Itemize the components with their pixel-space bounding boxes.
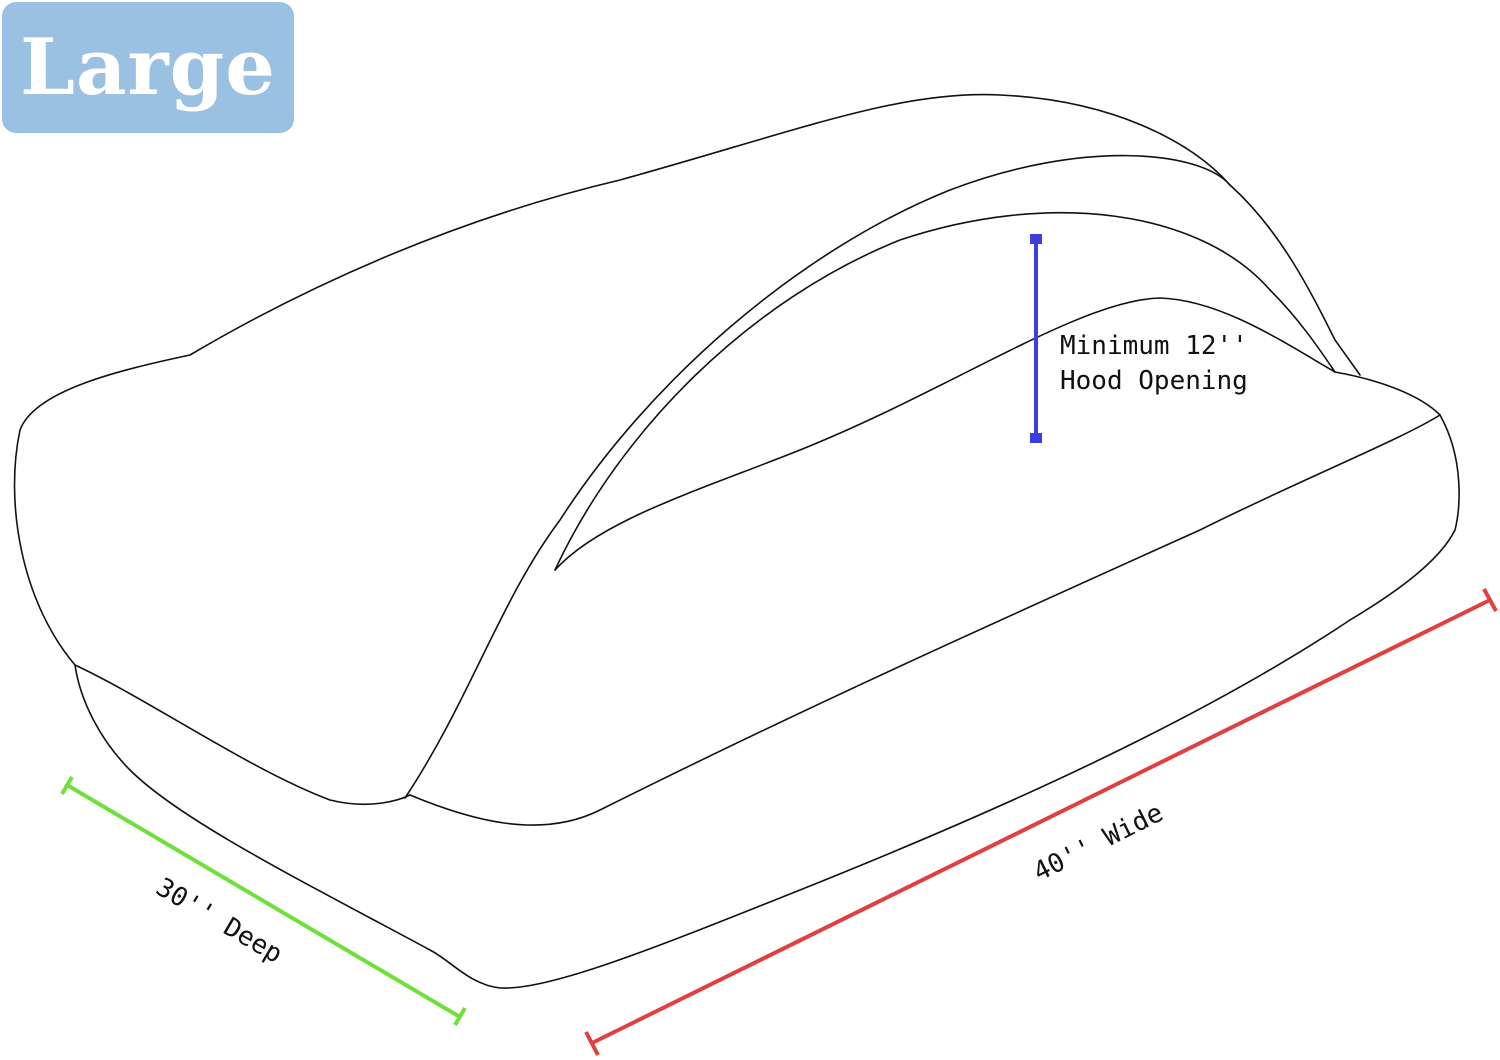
hood-height-marker: Minimum 12'' Hood Opening xyxy=(1030,234,1248,443)
right-side xyxy=(1349,414,1460,621)
cushion-bottom-edge xyxy=(74,619,1351,989)
back-outline xyxy=(13,93,1361,666)
width-marker: 40'' Wide xyxy=(584,588,1498,1056)
size-badge: Large xyxy=(2,2,294,133)
hood-inner-arc xyxy=(554,211,1336,571)
depth-label: 30'' Deep xyxy=(151,872,288,969)
cushion-top-edge xyxy=(409,414,1441,826)
depth-marker: 30'' Deep xyxy=(60,775,467,1027)
hood-opening-edge xyxy=(554,297,1441,571)
hood-outer-arc xyxy=(404,154,1231,799)
left-pillow-edge xyxy=(74,664,411,806)
hood-label-line1: Minimum 12'' xyxy=(1060,331,1248,361)
bed-outline xyxy=(13,93,1460,989)
hood-label-line2: Hood Opening xyxy=(1060,366,1248,396)
width-label: 40'' Wide xyxy=(1029,798,1168,888)
size-label: Large xyxy=(20,22,276,113)
